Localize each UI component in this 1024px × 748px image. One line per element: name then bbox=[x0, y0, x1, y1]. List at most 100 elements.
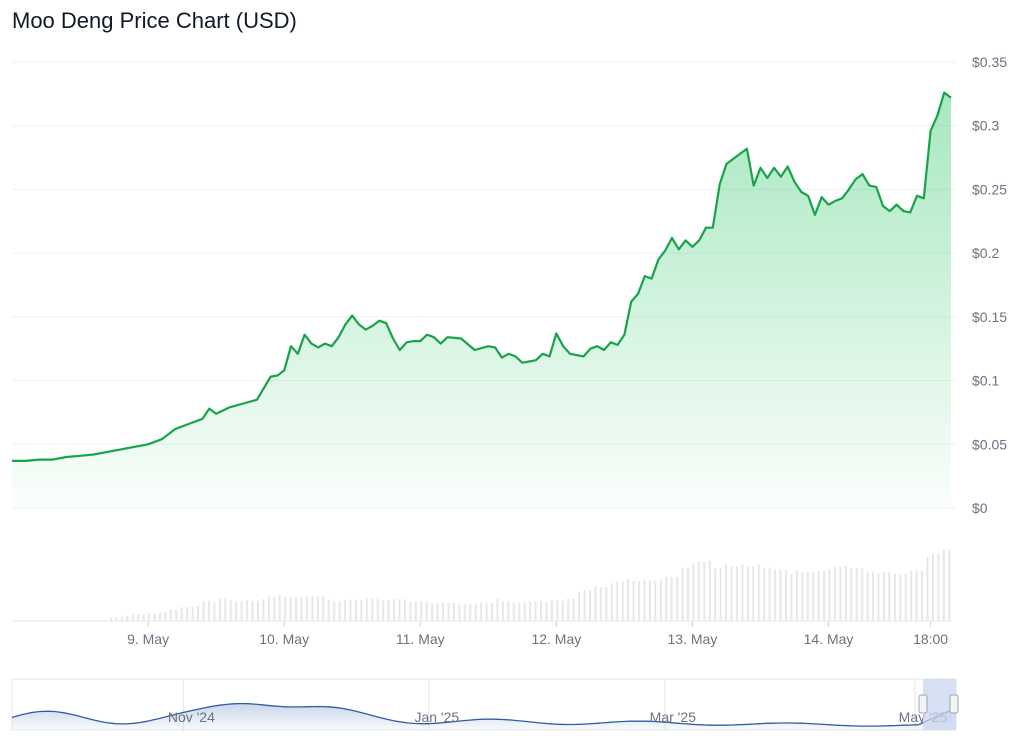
volume-bar bbox=[191, 606, 194, 621]
volume-bar bbox=[828, 569, 831, 621]
volume-bar bbox=[442, 602, 445, 621]
navigator-label: Jan '25 bbox=[414, 709, 459, 725]
volume-bar bbox=[823, 570, 826, 621]
volume-bar bbox=[458, 604, 461, 621]
volume-bar bbox=[855, 568, 858, 621]
x-tick-label: 11. May bbox=[396, 631, 445, 647]
volume-bar bbox=[186, 606, 189, 621]
volume-bar bbox=[447, 603, 450, 621]
volume-bar bbox=[616, 581, 619, 621]
volume-bar bbox=[371, 598, 374, 621]
volume-bar bbox=[583, 590, 586, 621]
volume-bar bbox=[632, 581, 635, 621]
volume-bar bbox=[676, 576, 679, 621]
volume-bar bbox=[104, 619, 107, 621]
volume-bar bbox=[202, 600, 205, 621]
volume-bar bbox=[681, 567, 684, 621]
y-tick-label: $0.05 bbox=[972, 436, 1007, 452]
volume-bar bbox=[403, 599, 406, 621]
volume-bar bbox=[507, 600, 510, 621]
volume-bar bbox=[289, 596, 292, 621]
volume-bar bbox=[904, 573, 907, 621]
volume-bar bbox=[725, 564, 728, 621]
volume-bar bbox=[795, 570, 798, 621]
volume-bar bbox=[420, 600, 423, 621]
volume-bar bbox=[746, 566, 749, 621]
volume-bar bbox=[115, 616, 118, 621]
volume-bar bbox=[534, 600, 537, 621]
volume-bar bbox=[349, 599, 352, 621]
volume-bar bbox=[621, 581, 624, 621]
volume-bar bbox=[148, 613, 151, 621]
volume-bar bbox=[496, 598, 499, 621]
navigator-area bbox=[12, 703, 956, 730]
y-tick-label: $0.15 bbox=[972, 309, 1007, 325]
volume-bar bbox=[752, 566, 755, 621]
volume-bar bbox=[866, 572, 869, 621]
volume-bar bbox=[839, 566, 842, 621]
chart-title: Moo Deng Price Chart (USD) bbox=[12, 8, 297, 33]
navigator-label: Mar '25 bbox=[650, 709, 696, 725]
volume-bar bbox=[300, 596, 303, 621]
volume-bar bbox=[137, 613, 140, 621]
y-tick-label: $0.2 bbox=[972, 245, 999, 261]
volume-bar bbox=[365, 598, 368, 621]
volume-bar bbox=[529, 601, 532, 621]
navigator-left-handle[interactable] bbox=[918, 694, 928, 714]
volume-bar bbox=[393, 599, 396, 621]
volume-bar bbox=[714, 568, 717, 621]
volume-bar bbox=[338, 601, 341, 621]
volume-bar bbox=[915, 570, 918, 621]
navigator[interactable]: Nov '24 Jan '25 Mar '25 May '25 bbox=[11, 678, 959, 731]
volume-bar bbox=[387, 600, 390, 621]
volume-bar bbox=[697, 561, 700, 621]
volume-bar bbox=[344, 600, 347, 621]
volume-bar bbox=[599, 587, 602, 621]
x-tick-label: 9. May bbox=[127, 631, 169, 647]
volume-bar bbox=[305, 596, 308, 621]
volume-bar bbox=[774, 569, 777, 621]
volume-bar bbox=[322, 596, 325, 621]
volume-bar bbox=[175, 609, 178, 621]
volume-bar bbox=[207, 600, 210, 621]
volume-bar bbox=[485, 603, 488, 621]
price-line bbox=[12, 91, 952, 462]
volume-bar bbox=[768, 567, 771, 621]
volume-bar bbox=[131, 613, 134, 621]
volume-bar bbox=[779, 570, 782, 621]
volume-bar bbox=[164, 611, 167, 621]
volume-bar bbox=[784, 570, 787, 621]
volume-bar bbox=[256, 600, 259, 621]
volume-bar bbox=[169, 609, 172, 621]
volume-bar bbox=[921, 570, 924, 621]
volume-bar bbox=[812, 571, 815, 621]
volume-bar bbox=[224, 598, 227, 621]
volume-bar bbox=[648, 580, 651, 621]
volume-bar bbox=[643, 579, 646, 621]
volume-bar bbox=[686, 567, 689, 621]
volume-bar bbox=[284, 596, 287, 621]
x-axis-labels: 9. May 10. May 11. May 12. May 13. May 14. Ma… bbox=[127, 621, 948, 647]
volume-bar bbox=[109, 617, 112, 621]
volume-bar bbox=[850, 568, 853, 621]
volume-bars bbox=[12, 549, 951, 622]
volume-bar bbox=[757, 564, 760, 621]
volume-bar bbox=[218, 598, 221, 621]
volume-bar bbox=[790, 574, 793, 621]
volume-bar bbox=[518, 603, 521, 621]
volume-bar bbox=[605, 587, 608, 621]
volume-bar bbox=[120, 616, 123, 621]
volume-bar bbox=[398, 599, 401, 621]
y-tick-label: $0.35 bbox=[972, 54, 1007, 70]
volume-bar bbox=[360, 599, 363, 621]
navigator-right-handle[interactable] bbox=[949, 694, 959, 714]
volume-bar bbox=[861, 568, 864, 621]
y-tick-label: $0.3 bbox=[972, 118, 999, 134]
volume-bar bbox=[545, 601, 548, 621]
volume-bar bbox=[567, 598, 570, 621]
volume-bar bbox=[899, 573, 902, 621]
volume-bar bbox=[463, 604, 466, 621]
volume-bar bbox=[708, 560, 711, 621]
volume-bar bbox=[142, 614, 145, 621]
volume-bar bbox=[638, 581, 640, 621]
